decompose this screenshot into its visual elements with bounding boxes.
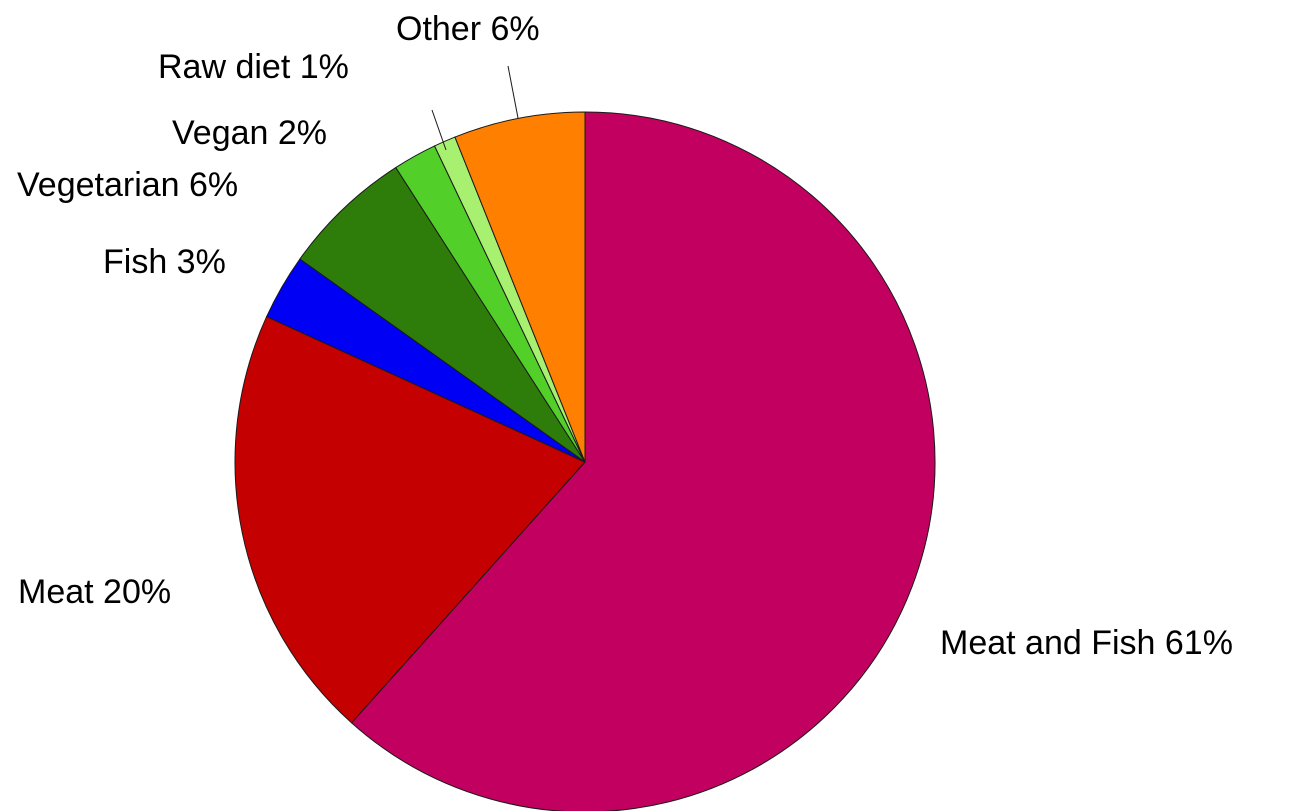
leader-lines bbox=[431, 65, 519, 151]
pie-slice-other bbox=[454, 111, 586, 463]
slice-label-meat-and-fish: Meat and Fish 61% bbox=[940, 624, 1233, 662]
slice-label-fish: Fish 3% bbox=[103, 243, 226, 281]
leader-line-raw-diet bbox=[431, 109, 447, 151]
pie-slices bbox=[234, 111, 936, 811]
pie-slice-meat bbox=[234, 315, 586, 724]
slice-label-other: Other 6% bbox=[396, 10, 540, 48]
pie-slice-meat-and-fish bbox=[350, 111, 936, 811]
slice-label-vegetarian: Vegetarian 6% bbox=[17, 166, 238, 204]
slice-label-vegan: Vegan 2% bbox=[172, 114, 327, 152]
pie-slice-vegetarian bbox=[299, 166, 586, 463]
slice-label-meat: Meat 20% bbox=[18, 573, 171, 611]
leader-line-other bbox=[507, 65, 519, 119]
slice-label-raw-diet: Raw diet 1% bbox=[158, 48, 349, 86]
slice-labels: Meat and Fish 61% Meat 20% Fish 3% Vegetari… bbox=[17, 10, 1233, 662]
